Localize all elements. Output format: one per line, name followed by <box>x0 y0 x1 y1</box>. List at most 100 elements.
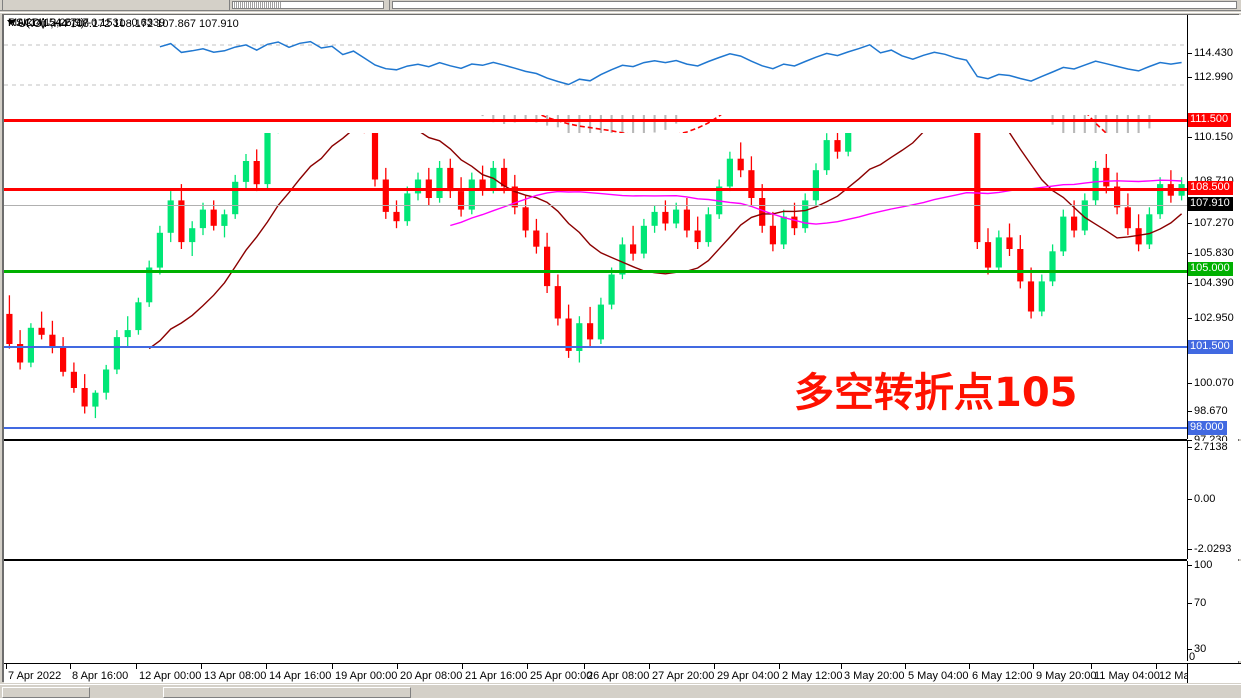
time-axis-tick <box>1156 664 1157 669</box>
price-badge-108-500[interactable]: 108.500 <box>1188 181 1233 195</box>
toolbar-field[interactable] <box>232 1 384 9</box>
axis-tick <box>1187 603 1192 604</box>
time-axis-tick <box>905 664 906 669</box>
toolbar-strip <box>0 0 1241 11</box>
level-line-111-500 <box>4 119 1187 122</box>
toolbar-grip[interactable] <box>233 2 281 8</box>
price-badge-101-500[interactable]: 101.500 <box>1188 340 1233 354</box>
toolbar-field-wide[interactable] <box>392 1 1237 9</box>
time-axis-label: 25 Apr 00:00 <box>530 670 593 682</box>
axis-tick-label: 98.670 <box>1194 405 1228 417</box>
rsi-label: RSI(14) 54.2717 <box>8 17 89 29</box>
level-line-101-500 <box>4 346 1187 348</box>
time-axis-tick <box>1033 664 1034 669</box>
time-axis-tick <box>201 664 202 669</box>
taskbar-button[interactable] <box>2 687 90 698</box>
time-axis-tick <box>714 664 715 669</box>
time-axis-tick <box>1091 664 1092 669</box>
time-axis[interactable]: 7 Apr 2022 8 Apr 16:00 12 Apr 00:00 13 Apr … <box>4 663 1226 683</box>
rsi-series <box>4 40 1187 86</box>
price-badge-98-000[interactable]: 98.000 <box>1188 421 1227 435</box>
axis-tick-label: 102.950 <box>1194 312 1234 324</box>
time-axis-tick <box>397 664 398 669</box>
time-axis-label: 26 Apr 08:00 <box>587 670 650 682</box>
time-axis-label: 6 May 12:00 <box>972 670 1033 682</box>
axis-tick-label: 114.430 <box>1194 47 1233 59</box>
triangle-down-icon[interactable] <box>7 20 15 25</box>
time-axis-tick <box>462 664 463 669</box>
axis-tick <box>1187 411 1192 412</box>
time-axis-tick <box>6 664 7 669</box>
axis-tick-label: -2.0293 <box>1194 543 1232 555</box>
level-line-108-500 <box>4 188 1187 191</box>
axis-tick-label: 0.00 <box>1194 493 1216 505</box>
time-axis-label: 3 May 20:00 <box>844 670 905 682</box>
time-axis-label: 7 Apr 2022 <box>8 670 62 682</box>
time-axis-label: 8 Apr 16:00 <box>72 670 129 682</box>
time-axis-corner: 0 <box>1187 652 1241 683</box>
time-axis-tick <box>649 664 650 669</box>
macd-scale[interactable]: 2.7138 0.00 -2.0293 <box>1187 441 1241 559</box>
taskbar <box>0 684 1241 698</box>
time-axis-label: 2 May 12:00 <box>782 670 843 682</box>
time-axis-label: 13 Apr 08:00 <box>204 670 267 682</box>
axis-tick <box>1187 440 1192 441</box>
axis-tick-label: 104.390 <box>1194 277 1234 289</box>
time-axis-tick <box>584 664 585 669</box>
scale-axis-line <box>1187 561 1188 661</box>
axis-tick <box>1187 77 1192 78</box>
chart-frame: UKOil-,H4 108.172 108.172 107.867 107.91… <box>2 14 1241 683</box>
level-line-98-000 <box>4 427 1187 429</box>
axis-tick-label: 107.270 <box>1194 217 1234 229</box>
time-axis-label: 29 Apr 04:00 <box>717 670 780 682</box>
time-axis-label: 20 Apr 08:00 <box>400 670 463 682</box>
time-axis-tick <box>527 664 528 669</box>
axis-tick <box>1187 565 1192 566</box>
time-axis-tick <box>969 664 970 669</box>
time-axis-label: 19 Apr 00:00 <box>335 670 398 682</box>
chart-annotation: 多空转折点105 <box>794 370 1078 416</box>
axis-tick <box>1187 53 1192 54</box>
price-badge-107-910[interactable]: 107.910 <box>1188 197 1233 211</box>
axis-tick-label: 2.7138 <box>1194 441 1228 453</box>
rsi-scale[interactable]: 100 70 30 <box>1187 559 1241 661</box>
time-axis-label: 27 Apr 20:00 <box>652 670 715 682</box>
time-axis-tick <box>266 664 267 669</box>
time-axis-tick <box>332 664 333 669</box>
rsi-pane[interactable]: RSI(14) 54.2717 <box>4 15 1187 115</box>
scale-axis-line <box>1187 15 1188 439</box>
axis-tick <box>1187 253 1192 254</box>
pane-divider[interactable] <box>4 439 1187 441</box>
axis-tick <box>1187 549 1192 550</box>
axis-tick <box>1187 383 1192 384</box>
zero-label: 0 <box>1189 651 1196 663</box>
axis-tick <box>1187 649 1192 650</box>
macd-label: MACD(12,26,9) -0.1531 -0.6339 <box>8 17 166 29</box>
level-line-105-000 <box>4 270 1187 273</box>
axis-tick-label: 100.070 <box>1194 377 1234 389</box>
time-axis-label: 5 May 04:00 <box>908 670 969 682</box>
axis-tick-label: 30 <box>1194 643 1207 655</box>
toolbar-separator <box>2 0 3 10</box>
scale-axis-line <box>1187 664 1188 683</box>
price-scale[interactable]: 114.430112.990110.150108.710107.270105.8… <box>1187 15 1241 446</box>
time-axis-tick <box>779 664 780 669</box>
axis-tick-label: 97.230 <box>1194 434 1228 446</box>
scale-axis-line <box>1187 441 1188 559</box>
axis-tick-label: 110.150 <box>1194 131 1233 143</box>
time-axis-label: 9 May 20:00 <box>1036 670 1097 682</box>
axis-tick <box>1187 223 1192 224</box>
symbol-ohlc-label: UKOil-,H4 108.172 108.172 107.867 107.91… <box>18 18 239 30</box>
time-axis-label: 11 May 04:00 <box>1094 670 1160 682</box>
axis-tick-label: 100 <box>1194 559 1213 571</box>
axis-tick <box>1187 499 1192 500</box>
price-badge-105-000[interactable]: 105.000 <box>1188 262 1233 276</box>
chart-window: UKOil-,H4 108.172 108.172 107.867 107.91… <box>0 12 1241 684</box>
price-badge-111-500[interactable]: 111.500 <box>1188 113 1232 127</box>
pane-divider[interactable] <box>4 559 1187 561</box>
time-axis-label: 14 Apr 16:00 <box>269 670 332 682</box>
taskbar-button[interactable] <box>163 687 411 698</box>
time-axis-tick <box>70 664 71 669</box>
axis-tick-label: 105.830 <box>1194 247 1234 259</box>
